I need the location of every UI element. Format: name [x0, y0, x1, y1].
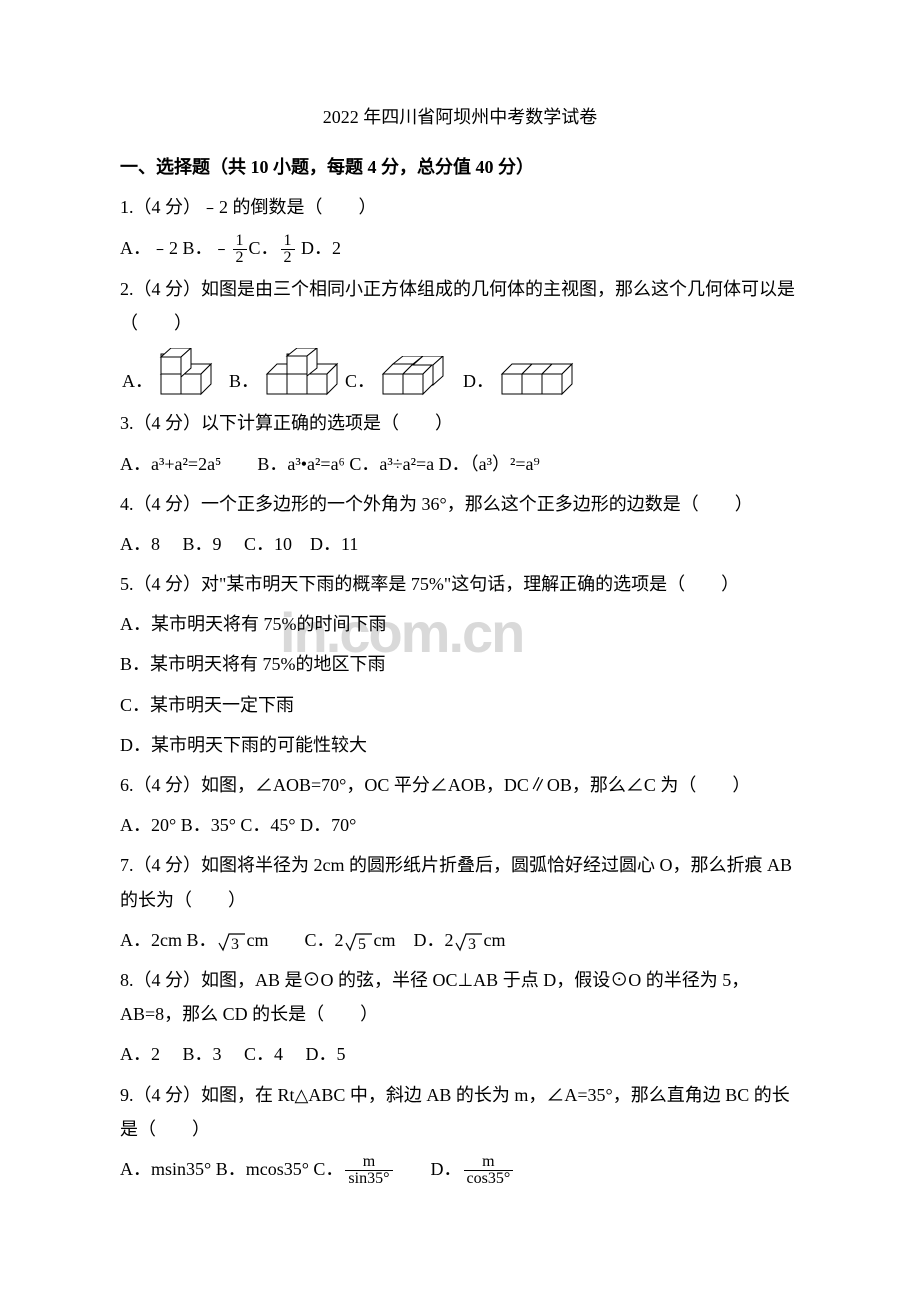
q1-opt-ab: A．﹣2 B．﹣ [120, 238, 231, 258]
frac-icon: msin35° [345, 1154, 392, 1187]
option-label: B． [229, 364, 259, 398]
q5-opt-b: B．某市明天将有 75%的地区下雨 [120, 647, 800, 681]
q9-options: A．msin35° B．mcos35° C．msin35° D．mcos35° [120, 1152, 800, 1187]
frac-den: cos35° [464, 1171, 514, 1187]
cube-figure-d-icon [498, 356, 580, 398]
q2-option-a: A． [120, 348, 223, 398]
frac-icon: 12 [233, 233, 247, 266]
q4-options: A．8 B．9 C．10 D．11 [120, 527, 800, 561]
option-label: A． [122, 364, 153, 398]
question-7: 7.（4 分）如图将半径为 2cm 的圆形纸片折叠后，圆弧恰好经过圆心 O，那么… [120, 848, 800, 916]
q4-text: 4.（4 分）一个正多边形的一个外角为 36°，那么这个正多边形的边数是（ ） [120, 494, 753, 514]
q1-options: A．﹣2 B．﹣12C．12 D．2 [120, 231, 800, 266]
sqrt-icon: 5 [344, 931, 374, 953]
q6-text: 6.（4 分）如图，∠AOB=70°，OC 平分∠AOB，DC∥OB，那么∠C … [120, 775, 750, 795]
cube-figure-b-icon [263, 348, 339, 398]
question-8: 8.（4 分）如图，AB 是⊙O 的弦，半径 OC⊥AB 于点 D，假设⊙O 的… [120, 963, 800, 1031]
sqrt-icon: 3 [454, 931, 484, 953]
sqrt-val: 3 [231, 936, 239, 953]
q7-text: 7.（4 分）如图将半径为 2cm 的圆形纸片折叠后，圆弧恰好经过圆心 O，那么… [120, 855, 792, 909]
q2-option-d: D． [461, 356, 580, 398]
frac-num: m [345, 1154, 392, 1171]
q1-text: 1.（4 分）﹣2 的倒数是（ ） [120, 197, 377, 217]
sqrt-val: 5 [358, 936, 366, 953]
q2-option-b: B． [227, 348, 339, 398]
q2-options: A． B． [120, 348, 800, 398]
q3-text: 3.（4 分）以下计算正确的选项是（ ） [120, 413, 453, 433]
q8-options: A．2 B．3 C．4 D．5 [120, 1037, 800, 1071]
q7-b-suffix: cm C．2 [247, 930, 344, 950]
q6-options: A．20° B．35° C．45° D．70° [120, 808, 800, 842]
q8-text: 8.（4 分）如图，AB 是⊙O 的弦，半径 OC⊥AB 于点 D，假设⊙O 的… [120, 970, 749, 1024]
question-1: 1.（4 分）﹣2 的倒数是（ ） [120, 190, 800, 224]
frac-den: 2 [233, 250, 247, 266]
q7-d-suffix: cm [484, 930, 506, 950]
frac-icon: mcos35° [464, 1154, 514, 1187]
q2-text: 2.（4 分）如图是由三个相同小正方体组成的几何体的主视图，那么这个几何体可以是… [120, 279, 795, 333]
q5-opt-c: C．某市明天一定下雨 [120, 688, 800, 722]
q1-opt-d: D．2 [297, 238, 342, 258]
q1-opt-c: C． [249, 238, 279, 258]
question-5: 5.（4 分）对"某市明天下雨的概率是 75%"这句话，理解正确的选项是（ ） [120, 567, 800, 601]
frac-num: 1 [281, 233, 295, 250]
q9-opt-d-label: D． [395, 1159, 462, 1179]
q7-opt-a: A．2cm B． [120, 930, 217, 950]
frac-den: 2 [281, 250, 295, 266]
frac-den: sin35° [345, 1171, 392, 1187]
question-3: 3.（4 分）以下计算正确的选项是（ ） [120, 406, 800, 440]
q3-options: A．a³+a²=2a⁵ B．a³•a²=a⁶ C．a³÷a²=a D．（a³）²… [120, 447, 800, 481]
exam-title: 2022 年四川省阿坝州中考数学试卷 [120, 100, 800, 134]
question-2: 2.（4 分）如图是由三个相同小正方体组成的几何体的主视图，那么这个几何体可以是… [120, 272, 800, 340]
section-heading: 一、选择题（共 10 小题，每题 4 分，总分值 40 分） [120, 150, 800, 184]
question-4: 4.（4 分）一个正多边形的一个外角为 36°，那么这个正多边形的边数是（ ） [120, 487, 800, 521]
frac-num: m [464, 1154, 514, 1171]
q9-opt-abc: A．msin35° B．mcos35° C． [120, 1159, 343, 1179]
question-9: 9.（4 分）如图，在 Rt△ABC 中，斜边 AB 的长为 m，∠A=35°，… [120, 1078, 800, 1146]
q2-option-c: C． [343, 356, 457, 398]
frac-icon: 12 [281, 233, 295, 266]
q9-text: 9.（4 分）如图，在 Rt△ABC 中，斜边 AB 的长为 m，∠A=35°，… [120, 1085, 790, 1139]
frac-num: 1 [233, 233, 247, 250]
q5-opt-d: D．某市明天下雨的可能性较大 [120, 728, 800, 762]
page-content: 2022 年四川省阿坝州中考数学试卷 一、选择题（共 10 小题，每题 4 分，… [120, 100, 800, 1187]
q5-opt-a: A．某市明天将有 75%的时间下雨 [120, 607, 800, 641]
sqrt-icon: 3 [217, 931, 247, 953]
cube-figure-a-icon [157, 348, 223, 398]
question-6: 6.（4 分）如图，∠AOB=70°，OC 平分∠AOB，DC∥OB，那么∠C … [120, 768, 800, 802]
cube-figure-c-icon [379, 356, 457, 398]
sqrt-val: 3 [468, 936, 476, 953]
q5-text: 5.（4 分）对"某市明天下雨的概率是 75%"这句话，理解正确的选项是（ ） [120, 574, 739, 594]
option-label: D． [463, 364, 494, 398]
q7-options: A．2cm B． 3 cm C．2 5 cm D．2 3 cm [120, 923, 800, 957]
q7-c-suffix: cm D．2 [374, 930, 454, 950]
option-label: C． [345, 364, 375, 398]
